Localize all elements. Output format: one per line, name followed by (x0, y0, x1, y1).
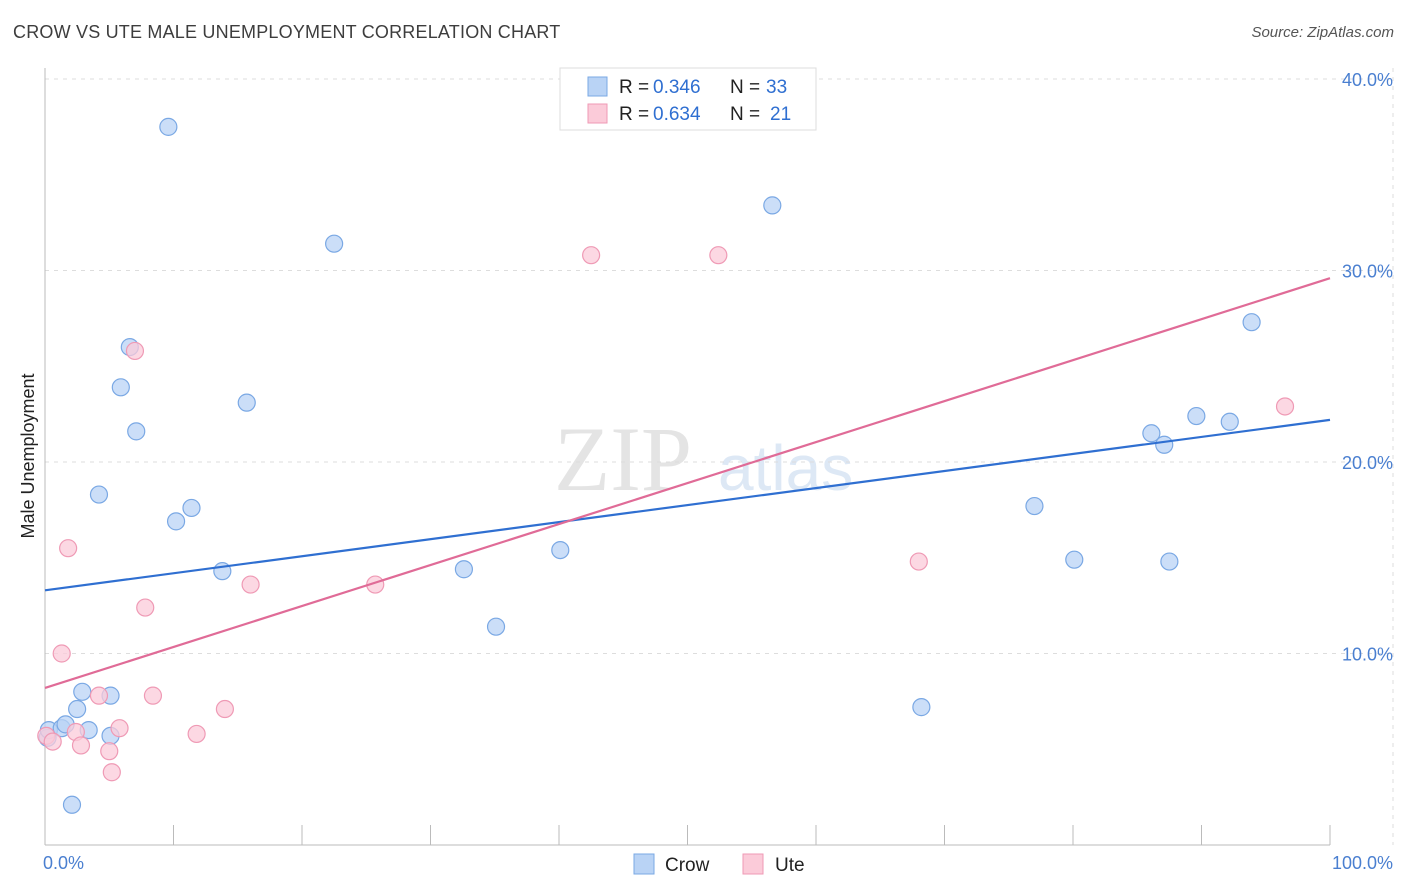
ute-data-point (110, 719, 129, 738)
crow-n-value: 33 (766, 77, 787, 98)
grid-lines (45, 68, 1394, 845)
ute-data-point (187, 724, 206, 744)
crow-data-point (763, 196, 782, 215)
stats-legend: R = 0.346 N = 33 R = 0.634 N = 21 (559, 67, 817, 131)
ute-data-point (100, 742, 119, 761)
ute-data-point (102, 763, 121, 782)
ute-data-point (59, 539, 78, 558)
x-tick-label-max: 100.0% (1332, 853, 1393, 873)
crow-data-point (62, 795, 82, 814)
crow-data-point (912, 698, 931, 717)
ute-data-point (125, 341, 145, 361)
ute-bottom-swatch (742, 853, 764, 875)
watermark-zip: ZIP (554, 408, 692, 510)
ute-bottom-label: Ute (775, 855, 805, 876)
y-tick-label: 40.0% (1342, 70, 1393, 90)
ute-n-value: 21 (770, 104, 791, 125)
ute-data-point (52, 644, 71, 663)
watermark: ZIP atlas (554, 408, 853, 510)
crow-data-point (1187, 406, 1206, 426)
crow-data-point (73, 682, 92, 701)
crow-data-point (1155, 435, 1174, 454)
y-tick-label: 20.0% (1342, 453, 1393, 473)
chart-title: CROW VS UTE MALE UNEMPLOYMENT CORRELATIO… (13, 22, 561, 42)
crow-data-point (127, 422, 146, 441)
ute-data-point (241, 575, 260, 594)
crow-data-point (1025, 496, 1044, 516)
series-legend: Crow Ute (633, 853, 805, 876)
ute-n-label: N = (730, 104, 760, 125)
crow-r-value: 0.346 (653, 77, 701, 98)
crow-data-point (182, 498, 201, 518)
ute-data-point (909, 552, 928, 571)
y-axis-tick-labels: 10.0% 20.0% 30.0% 40.0% (1342, 70, 1393, 665)
crow-data-point (551, 540, 570, 560)
crow-data-point (1160, 552, 1179, 571)
crow-bottom-label: Crow (665, 855, 710, 876)
ute-legend-swatch (587, 103, 608, 124)
crow-trend-line (44, 418, 1331, 592)
crow-data-point (89, 485, 109, 504)
y-axis-title: Male Unemployment (18, 373, 38, 538)
crow-data-point (1220, 412, 1239, 431)
ute-r-label: R = (619, 104, 649, 125)
ute-data-point (71, 736, 91, 755)
crow-data-point (486, 617, 506, 636)
crow-data-point (454, 560, 474, 579)
y-tick-label: 10.0% (1342, 645, 1393, 665)
crow-data-point (1242, 313, 1261, 332)
crow-data-point (68, 699, 87, 719)
x-axis-ticks (173, 825, 1331, 845)
crow-data-point (237, 393, 256, 412)
trend-lines (44, 277, 1331, 690)
crow-data-point (159, 117, 178, 136)
ute-trend-line (44, 277, 1331, 690)
crow-data-point (325, 234, 344, 253)
x-tick-label-min: 0.0% (43, 853, 84, 873)
ute-data-point (136, 598, 155, 617)
ute-data-point (215, 699, 234, 719)
crow-bottom-swatch (633, 853, 655, 875)
crow-n-label: N = (730, 77, 760, 98)
crow-data-point (111, 378, 130, 397)
crow-r-label: R = (619, 77, 649, 98)
crow-legend-swatch (587, 76, 608, 97)
crow-data-point (166, 512, 186, 531)
ute-data-point (143, 686, 163, 705)
ute-data-point (582, 246, 601, 265)
crow-data-point (1065, 550, 1084, 569)
ute-data-point (709, 246, 728, 265)
x-axis-tick-labels: 0.0% 100.0% (43, 853, 1393, 873)
ute-data-point (1275, 397, 1295, 416)
ute-data-point (89, 686, 109, 705)
ute-r-value: 0.634 (653, 104, 701, 125)
y-tick-label: 30.0% (1342, 262, 1393, 282)
chart-source: Source: ZipAtlas.com (1251, 24, 1394, 41)
ute-data-point (43, 732, 62, 751)
data-points (37, 117, 1295, 814)
crow-data-point (1142, 424, 1161, 443)
